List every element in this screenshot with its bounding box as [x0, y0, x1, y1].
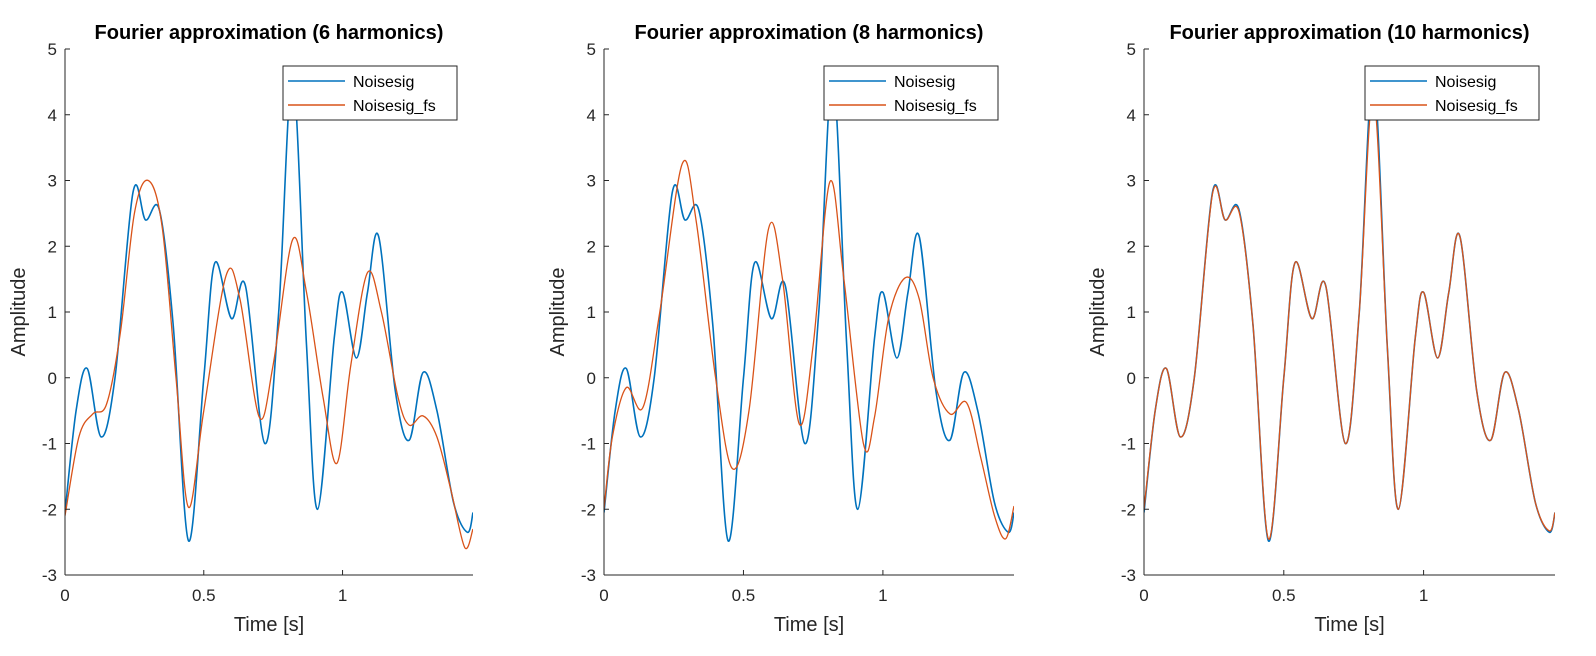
y-tick-label: -3: [581, 566, 596, 585]
x-tick-label: 0.5: [192, 586, 216, 605]
y-tick-label: -2: [581, 500, 596, 519]
y-tick-label: 2: [48, 237, 57, 256]
y-tick-label: -2: [1121, 500, 1136, 519]
x-tick-label: 0.5: [1272, 586, 1296, 605]
series-line-noisesig: [604, 74, 1014, 542]
series-line-noisesig-fs: [65, 179, 473, 550]
y-tick-label: -1: [1121, 435, 1136, 454]
y-tick-label: 5: [1127, 40, 1136, 59]
legend-label: Noisesig_fs: [1435, 98, 1518, 115]
y-axis-label: Amplitude: [8, 268, 30, 357]
y-tick-label: 0: [587, 369, 596, 388]
legend-label: Noisesig: [1435, 74, 1496, 91]
legend: Noisesig Noisesig_fs: [282, 65, 458, 121]
series-line-noisesig-fs: [604, 159, 1014, 540]
x-tick-label: 0: [1139, 586, 1148, 605]
legend-box: [282, 65, 458, 121]
x-tick-label: 1: [338, 586, 347, 605]
chart-title: Fourier approximation (8 harmonics): [635, 22, 984, 44]
series-line-noisesig-fs: [1144, 94, 1555, 540]
x-tick-label: 1: [878, 586, 887, 605]
plot-area: [1144, 49, 1555, 575]
chart-title: Fourier approximation (10 harmonics): [1169, 22, 1529, 44]
legend: Noisesig Noisesig_fs: [823, 65, 999, 121]
y-tick-label: 1: [48, 303, 57, 322]
plot-area: [65, 49, 473, 575]
x-tick-label: 0.5: [732, 586, 756, 605]
y-tick-label: 2: [1127, 237, 1136, 256]
y-axis-label: Amplitude: [547, 268, 569, 357]
y-tick-label: 5: [48, 40, 57, 59]
chart-panel-1: -3 -2 -1 0 1 2 3 4 5 0 0.5 1 Fourier approximation (…: [8, 22, 473, 636]
chart-panel-2: -3 -2 -1 0 1 2 3 4 5 0 0.5 1 Fourier approximation (…: [547, 22, 1014, 636]
legend: Noisesig Noisesig_fs: [1364, 65, 1540, 121]
y-tick-label: 3: [1127, 172, 1136, 191]
y-tick-label: 0: [1127, 369, 1136, 388]
series-line-noisesig: [65, 74, 473, 542]
y-axis-label: Amplitude: [1087, 268, 1109, 357]
x-tick-label: 0: [60, 586, 69, 605]
y-tick-label: 3: [48, 172, 57, 191]
x-axis-label: Time [s]: [774, 614, 844, 636]
x-axis-label: Time [s]: [1314, 614, 1384, 636]
y-tick-label: 4: [587, 106, 596, 125]
legend-label: Noisesig: [894, 74, 955, 91]
legend-label: Noisesig_fs: [353, 98, 436, 115]
y-tick-label: 1: [587, 303, 596, 322]
legend-label: Noisesig: [353, 74, 414, 91]
x-tick-label: 1: [1419, 586, 1428, 605]
legend-box: [823, 65, 999, 121]
y-tick-label: 1: [1127, 303, 1136, 322]
y-tick-label: -3: [42, 566, 57, 585]
x-tick-label: 0: [599, 586, 608, 605]
plot-area: [604, 49, 1014, 575]
y-tick-label: -2: [42, 500, 57, 519]
y-tick-label: 4: [48, 106, 57, 125]
chart-panel-3: -3 -2 -1 0 1 2 3 4 5 0 0.5 1 Fourier approximation (…: [1087, 22, 1555, 636]
legend-box: [1364, 65, 1540, 121]
y-tick-label: 2: [587, 237, 596, 256]
chart-title: Fourier approximation (6 harmonics): [95, 22, 444, 44]
y-tick-label: 3: [587, 172, 596, 191]
y-tick-label: -1: [581, 435, 596, 454]
legend-label: Noisesig_fs: [894, 98, 977, 115]
x-axis-label: Time [s]: [234, 614, 304, 636]
y-tick-label: 5: [587, 40, 596, 59]
y-tick-label: 4: [1127, 106, 1136, 125]
y-tick-label: -1: [42, 435, 57, 454]
y-tick-label: 0: [48, 369, 57, 388]
y-tick-label: -3: [1121, 566, 1136, 585]
